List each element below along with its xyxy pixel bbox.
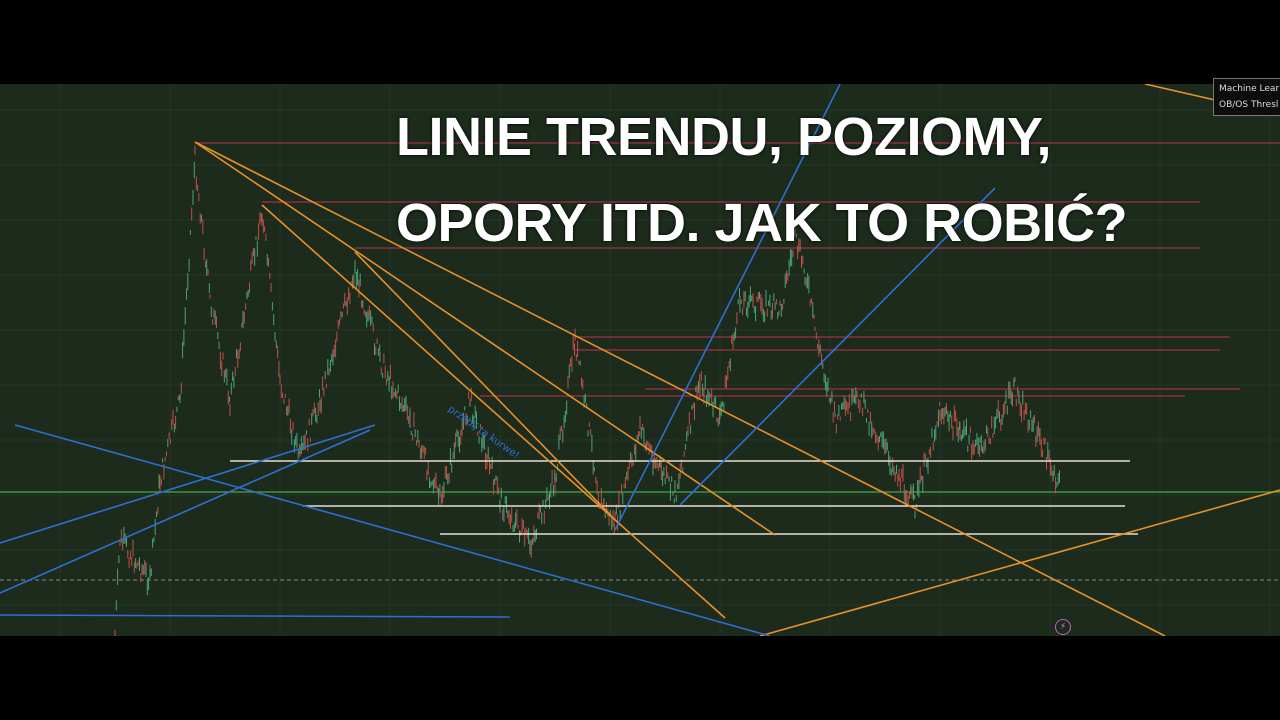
orange-trendline[interactable] <box>354 251 621 526</box>
blue-trendline[interactable] <box>679 187 996 506</box>
title-line-2: OPORY ITD. JAK TO ROBIĆ? <box>396 193 1128 253</box>
legend-item: OB/OS Thresl <box>1219 100 1279 110</box>
title-line-1: LINIE TRENDU, POZIOMY, <box>396 107 1052 167</box>
blue-trendline[interactable] <box>614 84 841 531</box>
orange-trendline[interactable] <box>261 204 726 619</box>
blue-trendline[interactable] <box>0 429 371 594</box>
indicator-legend[interactable]: Machine Lear OB/OS Thresl <box>1213 78 1280 116</box>
orange-trendline[interactable] <box>194 141 776 536</box>
legend-item: Machine Lear <box>1219 84 1280 94</box>
price-chart[interactable]: przebij tą kurwe! <box>0 84 1280 636</box>
chart-drawings <box>0 84 1280 636</box>
lightning-icon[interactable]: ⚡ <box>1055 619 1071 635</box>
blue-trendline[interactable] <box>0 424 376 544</box>
blue-trendline[interactable] <box>0 614 511 618</box>
blue-trendline[interactable] <box>14 424 771 636</box>
orange-trendline[interactable] <box>759 489 1280 636</box>
orange-trendline[interactable] <box>194 141 1166 636</box>
orange-trendline[interactable] <box>1144 84 1216 101</box>
